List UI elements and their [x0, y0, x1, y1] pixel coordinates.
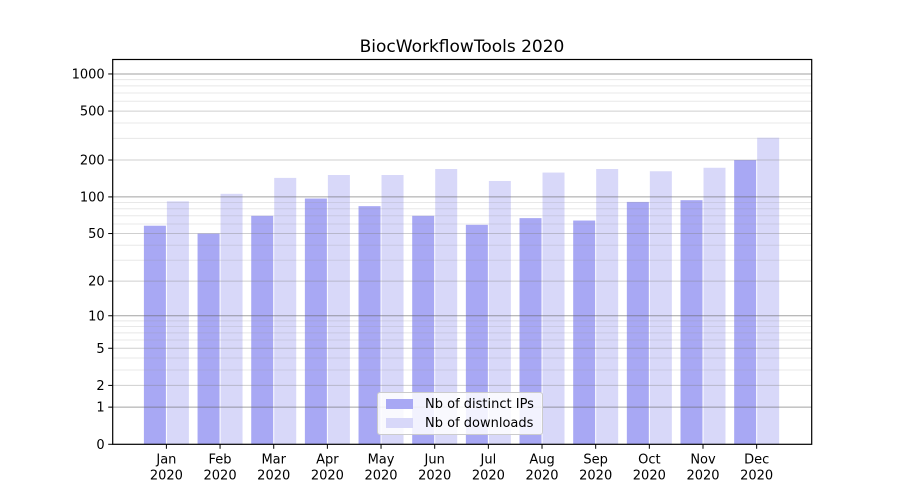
bar-downloads-sep [596, 168, 619, 445]
legend-swatch-distinct-ips [386, 399, 413, 409]
x-tick-label-month: Aug [529, 452, 554, 467]
y-tick-label: 2 [96, 379, 104, 394]
legend-entry-downloads: Nb of downloads [386, 416, 534, 431]
bar-distinct-ips-jul [465, 224, 488, 445]
x-tick-label-year: 2020 [686, 468, 719, 483]
x-tick-label-year: 2020 [364, 468, 397, 483]
x-tick-label-year: 2020 [472, 468, 505, 483]
bar-downloads-nov [703, 167, 726, 445]
x-tick-label-month: Jul [480, 452, 497, 467]
y-tick-label: 1 [96, 401, 104, 416]
plot-frame [112, 58, 813, 445]
bar-distinct-ips-apr [304, 198, 327, 445]
bar-distinct-ips-aug [519, 218, 542, 445]
x-tick-label-month: Feb [209, 452, 232, 467]
x-tick-label-year: 2020 [257, 468, 290, 483]
y-tick-label: 0 [96, 438, 104, 453]
x-tick-label-month: Apr [316, 452, 339, 467]
y-tick-label: 5 [96, 342, 104, 357]
x-tick-label-year: 2020 [418, 468, 451, 483]
bar-distinct-ips-oct [626, 201, 649, 445]
y-tick-label: 10 [88, 309, 105, 324]
bar-distinct-ips-nov [680, 200, 703, 445]
legend-label-downloads: Nb of downloads [425, 415, 534, 431]
x-tick-label-month: May [368, 452, 395, 467]
y-tick-label: 500 [80, 105, 105, 120]
chart-title: BiocWorkflowTools 2020 [359, 37, 565, 57]
x-tick-label-year: 2020 [579, 468, 612, 483]
bar-distinct-ips-feb [197, 233, 220, 445]
x-tick-label-month: Jun [424, 452, 445, 467]
bar-distinct-ips-dec [734, 160, 757, 445]
bar-distinct-ips-jan [143, 225, 166, 445]
bar-distinct-ips-may [358, 206, 381, 445]
bar-downloads-jun [435, 168, 458, 445]
bar-distinct-ips-mar [251, 215, 274, 445]
x-tick-label-year: 2020 [633, 468, 666, 483]
bar-downloads-oct [649, 171, 672, 445]
bar-downloads-feb [220, 193, 243, 445]
legend-label-distinct-ips: Nb of distinct IPs [425, 396, 534, 412]
bar-downloads-jul [488, 180, 511, 445]
bar-downloads-dec [757, 137, 780, 445]
y-tick-label: 20 [88, 275, 105, 290]
x-tick-label-month: Nov [690, 452, 716, 467]
y-tick-label: 50 [88, 227, 105, 242]
x-tick-label-month: Sep [583, 452, 608, 467]
x-tick-label-year: 2020 [150, 468, 183, 483]
y-tick-label: 100 [80, 190, 105, 205]
bar-downloads-mar [274, 177, 297, 445]
x-tick-label-year: 2020 [311, 468, 344, 483]
legend-swatch-downloads [386, 418, 413, 428]
bar-downloads-may [381, 174, 404, 445]
y-tick-label: 200 [80, 154, 105, 169]
bar-distinct-ips-jun [412, 215, 435, 445]
bar-downloads-aug [542, 172, 565, 445]
bar-downloads-apr [327, 174, 350, 445]
bar-distinct-ips-sep [573, 220, 596, 445]
x-tick-label-month: Oct [638, 452, 660, 467]
bar-downloads-jan [166, 201, 189, 445]
x-tick-label-year: 2020 [740, 468, 773, 483]
x-tick-label-month: Mar [261, 452, 286, 467]
y-tick-label: 1000 [72, 67, 105, 82]
legend-box: Nb of distinct IPs Nb of downloads [377, 392, 543, 435]
x-tick-label-month: Dec [744, 452, 769, 467]
x-tick-label-month: Jan [155, 452, 176, 467]
x-tick-label-year: 2020 [204, 468, 237, 483]
legend-entry-distinct-ips: Nb of distinct IPs [386, 397, 534, 412]
x-tick-label-year: 2020 [525, 468, 558, 483]
